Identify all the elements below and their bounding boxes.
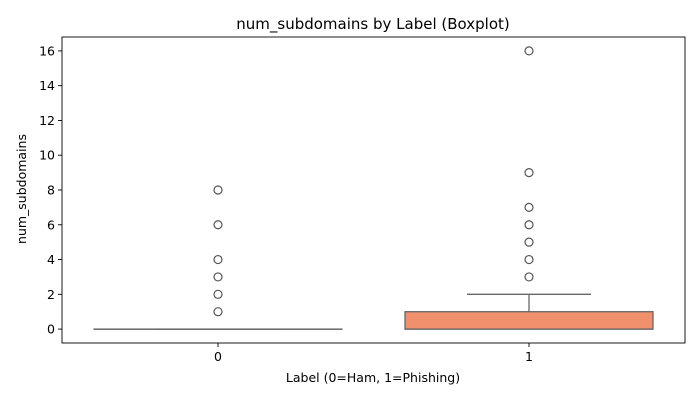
- y-tick-label: 16: [39, 43, 55, 58]
- outlier-point: [213, 185, 223, 195]
- y-tick-label: 6: [47, 217, 55, 232]
- outlier-point: [524, 168, 534, 178]
- outlier-point: [213, 254, 223, 265]
- outlier-point: [524, 220, 534, 230]
- y-tick-label: 4: [47, 252, 55, 267]
- outlier-point: [524, 237, 534, 247]
- outlier-point: [213, 307, 223, 317]
- outlier-point: [524, 46, 534, 56]
- y-tick-label: 10: [39, 148, 55, 163]
- y-tick-label: 12: [39, 113, 55, 128]
- outlier-point: [524, 254, 534, 265]
- plot-frame: [61, 36, 686, 344]
- y-tick-label: 0: [47, 322, 55, 337]
- x-tick-label: 1: [525, 349, 533, 364]
- chart-title: num_subdomains by Label (Boxplot): [236, 15, 509, 34]
- plot-area: 0 2 4 6 8 10 12 14 16 0 1: [39, 36, 686, 364]
- y-tick-label: 8: [47, 183, 55, 198]
- box-1: [404, 311, 654, 330]
- y-tick-label: 14: [39, 78, 55, 93]
- x-axis-title: Label (0=Ham, 1=Phishing): [286, 370, 460, 385]
- x-tick-label: 0: [214, 349, 222, 364]
- outlier-point: [213, 272, 223, 282]
- y-axis-title: num_subdomains: [14, 134, 29, 244]
- y-tick-label: 2: [47, 287, 55, 302]
- outlier-point: [524, 272, 534, 282]
- outlier-point: [213, 289, 223, 299]
- outlier-point: [213, 220, 223, 230]
- outlier-point: [524, 202, 534, 212]
